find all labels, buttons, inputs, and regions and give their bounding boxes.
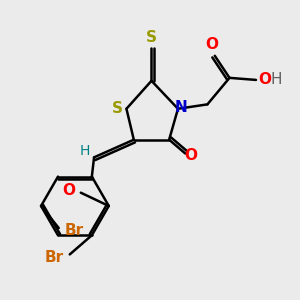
Text: S: S [146,31,157,46]
Text: N: N [175,100,187,115]
Text: Br: Br [64,224,84,238]
Text: Br: Br [45,250,64,265]
Text: O: O [62,183,75,198]
Text: O: O [205,37,218,52]
Text: S: S [112,101,123,116]
Text: H: H [80,145,90,158]
Text: O: O [258,72,272,87]
Text: O: O [185,148,198,164]
Text: H: H [270,71,282,86]
